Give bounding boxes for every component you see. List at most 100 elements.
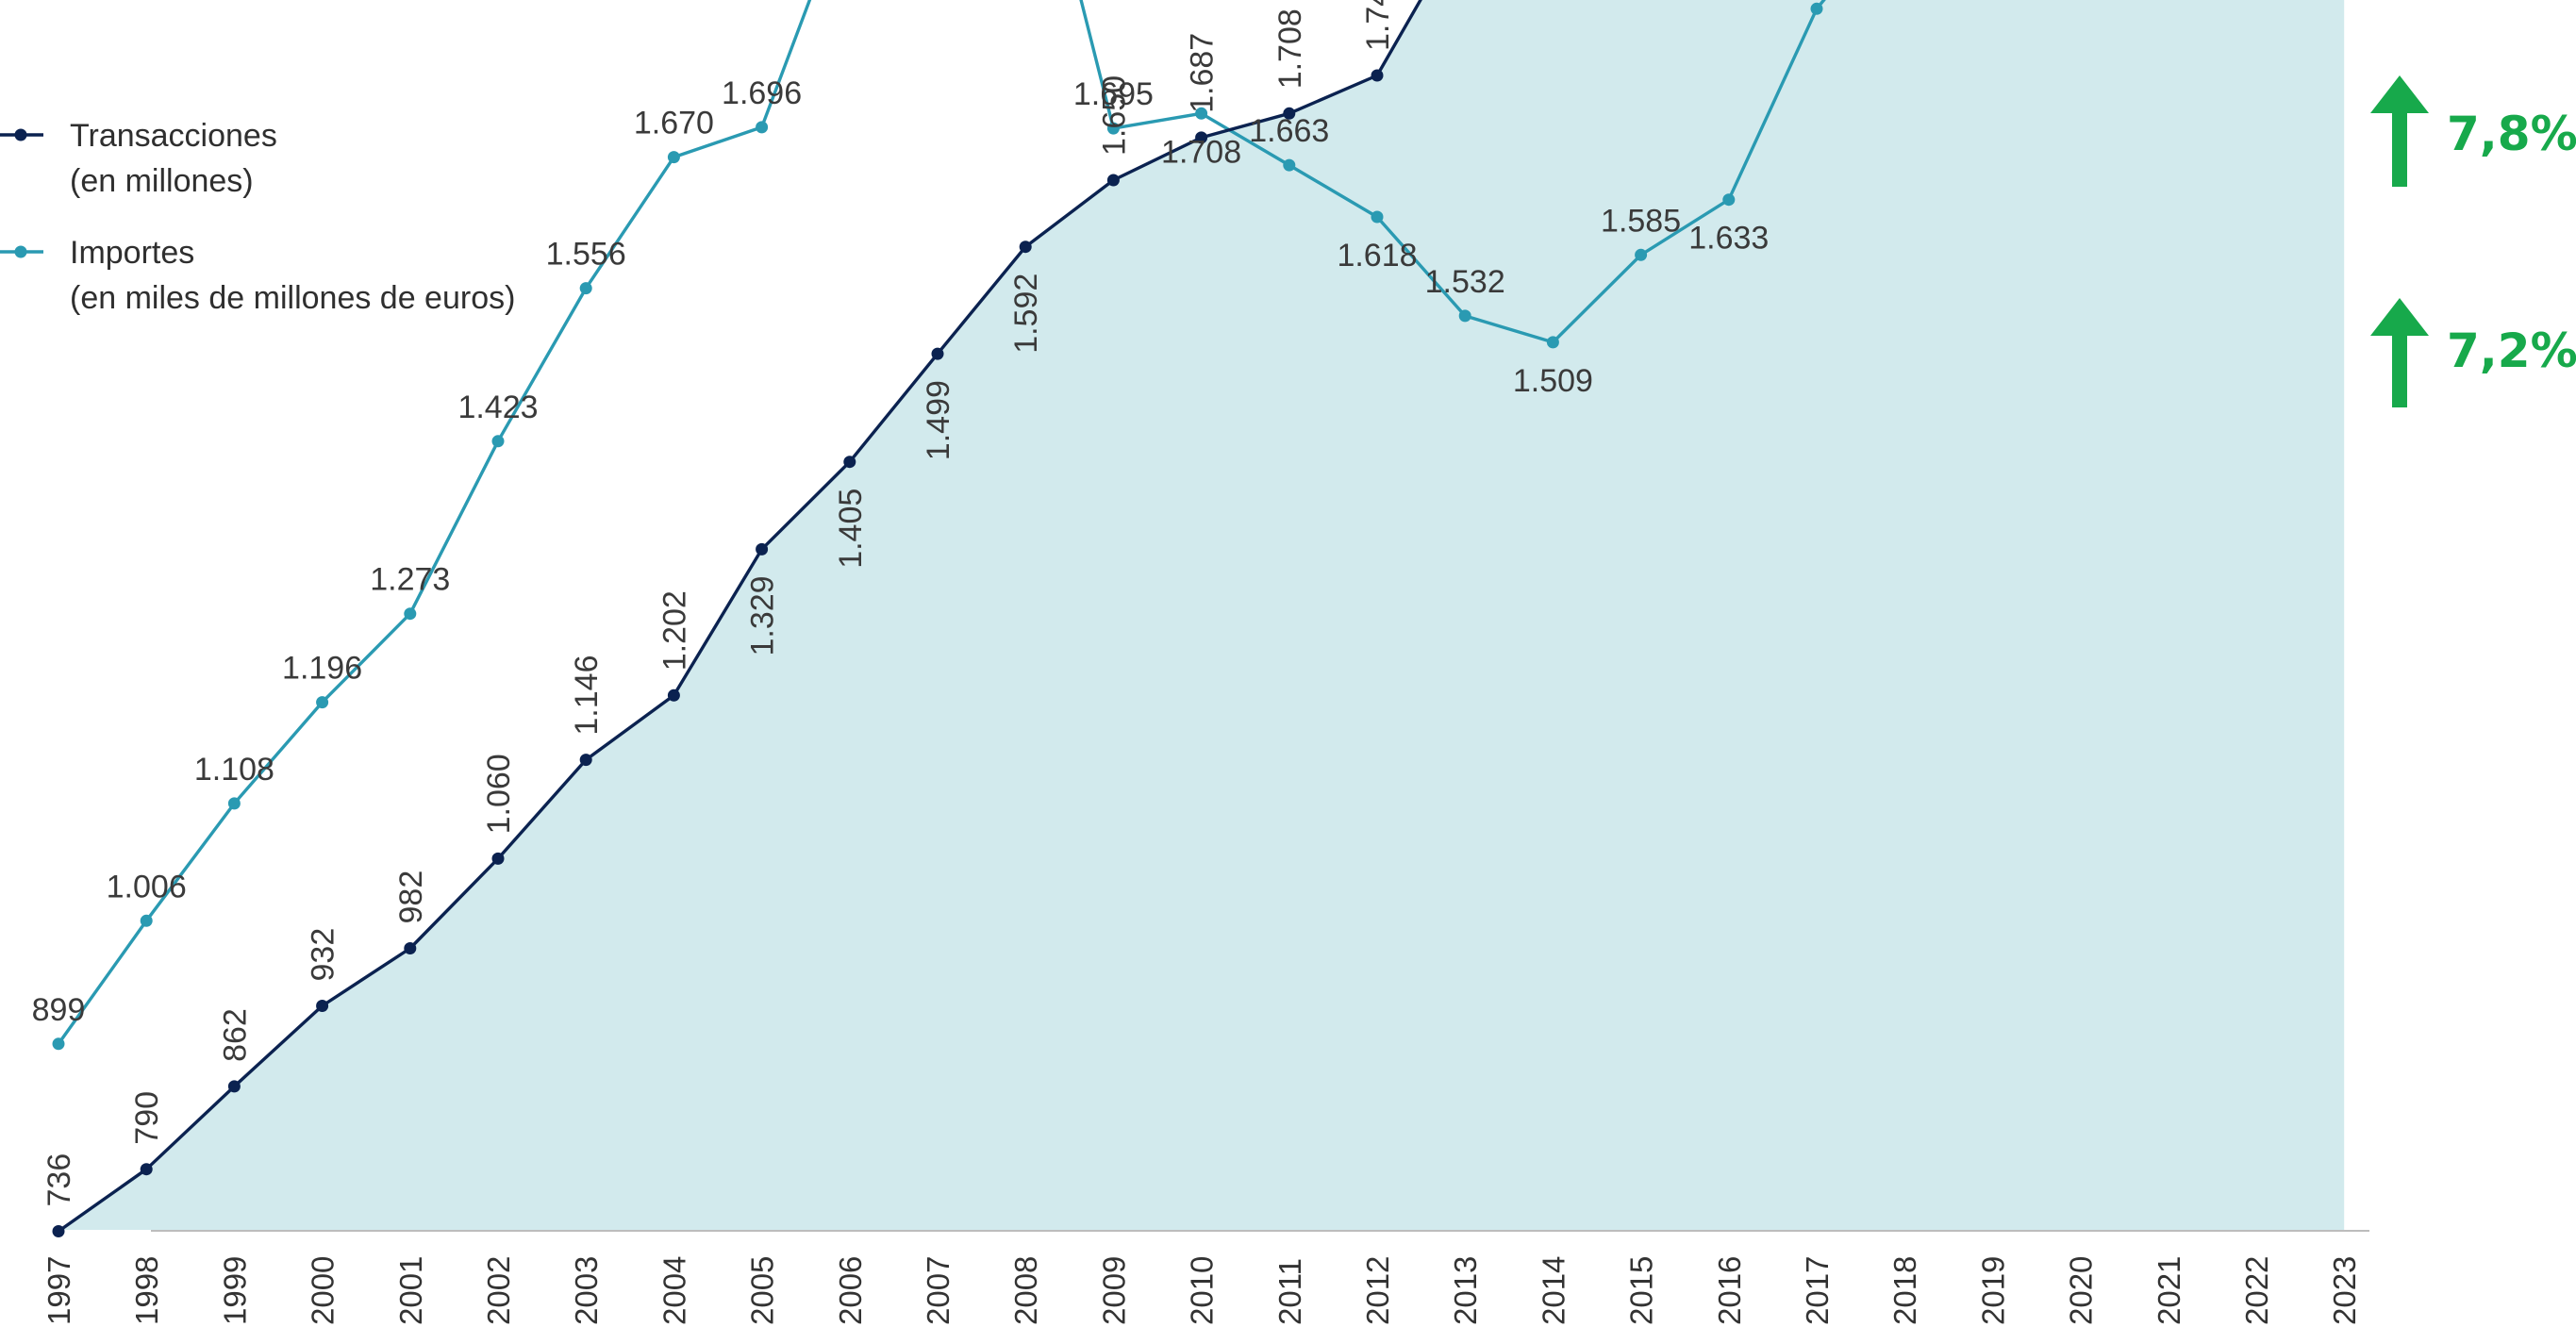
transacciones-data-label: 790: [129, 1091, 165, 1145]
area-layer: [58, 0, 2345, 1232]
importes-data-label: 1.633: [1688, 221, 1769, 257]
x-tick-label: 2010: [1185, 1256, 1220, 1325]
x-tick-label: 2018: [1887, 1256, 1922, 1325]
importes-data-label: 1.585: [1601, 203, 1681, 239]
importes-legend-label: Importes: [70, 235, 194, 271]
importes-data-label: 899: [32, 992, 86, 1028]
transacciones-point: [1195, 131, 1208, 144]
importes-data-label: 1.423: [457, 390, 538, 425]
importes-point: [1371, 210, 1384, 224]
x-axis: 1997 1998 1999 2000 2001 2002 2003 2004 2005 2006…: [42, 1230, 2369, 1325]
x-tick-label: 2015: [1624, 1256, 1659, 1325]
transacciones-legend-marker: [14, 128, 27, 141]
transacciones-point: [1371, 69, 1384, 82]
importes-point: [1106, 122, 1120, 135]
importes-data-label: 1.670: [634, 106, 714, 141]
importes-data-label: 1.663: [1249, 113, 1329, 149]
importes-point: [667, 151, 680, 164]
x-tick-label: 2020: [2064, 1256, 2099, 1325]
transacciones-point: [843, 456, 856, 469]
x-tick-label: 2021: [2152, 1256, 2186, 1325]
importes-data-label: 1.695: [1073, 76, 1154, 112]
growth-indicators: 7,8% 7,2%: [2370, 75, 2576, 407]
x-tick-label: 2004: [656, 1256, 691, 1325]
x-tick-label: 2003: [569, 1256, 604, 1325]
legend: Transacciones (en millones) Importes (en mi…: [0, 118, 515, 316]
importes-data-label: 1.108: [194, 752, 274, 788]
transacciones-data-label: 1.499: [921, 380, 956, 460]
transacciones-growth-arrow-icon: [2370, 75, 2429, 187]
transacciones-data-label: 1.741: [1360, 0, 1396, 51]
x-tick-label: 2019: [1975, 1256, 2010, 1325]
transacciones-point: [491, 852, 505, 865]
importes-legend-marker: [14, 245, 27, 258]
transacciones-data-label: 982: [393, 871, 429, 924]
x-tick-label: 2002: [481, 1256, 516, 1325]
transacciones-legend-label: Transacciones: [70, 118, 277, 154]
x-tick-label: 2012: [1360, 1256, 1395, 1325]
importes-point: [404, 607, 417, 621]
importes-legend-label: (en miles de millones de euros): [70, 280, 515, 316]
importes-point: [1458, 309, 1471, 323]
transacciones-data-label: 1.060: [481, 754, 517, 834]
x-tick-label: 2016: [1712, 1256, 1747, 1325]
transacciones-legend-label: (en millones): [70, 163, 254, 199]
importes-data-label: 1.273: [370, 562, 450, 598]
x-tick-label: 1998: [129, 1256, 164, 1325]
transacciones-point: [1019, 241, 1032, 254]
transacciones-data-label: 862: [217, 1008, 253, 1062]
x-tick-label: 2014: [1536, 1256, 1571, 1325]
importes-point: [52, 1037, 65, 1051]
importes-point: [579, 282, 592, 295]
transacciones-point: [316, 1000, 329, 1012]
importes-data-label: 1.532: [1425, 264, 1505, 300]
transacciones-area: [58, 0, 2345, 1232]
importes-point: [1722, 193, 1736, 207]
transacciones-data-label: 1.592: [1008, 274, 1044, 354]
transacciones-data-label: 1.146: [569, 655, 605, 736]
importes-point: [316, 696, 329, 709]
transacciones-data-label: 1.650: [1096, 75, 1132, 156]
transacciones-point: [140, 1163, 153, 1176]
importes-point: [227, 797, 241, 810]
x-tick-label: 2017: [1800, 1256, 1835, 1325]
transacciones-data-label: 736: [42, 1153, 77, 1207]
transacciones-data-label: 1.687: [1185, 33, 1221, 113]
importes-data-label: 1.196: [282, 651, 362, 687]
transacciones-point: [1106, 174, 1120, 187]
importes-point: [1635, 248, 1648, 261]
importes-data-label: 1.509: [1513, 363, 1593, 399]
transacciones-point: [931, 347, 944, 360]
x-tick-label: 1999: [217, 1256, 252, 1325]
importes-data-label: 1.696: [722, 75, 802, 111]
x-tick-label: 2013: [1448, 1256, 1483, 1325]
transacciones-point: [579, 754, 592, 767]
importes-point: [491, 435, 505, 448]
x-tick-label: 2005: [745, 1256, 780, 1325]
transacciones-data-label: 1.405: [833, 489, 869, 569]
transacciones-data-label: 1.329: [745, 575, 781, 655]
transacciones-data-label: 932: [306, 928, 341, 982]
x-tick-label: 2008: [1008, 1256, 1043, 1325]
transacciones-data-label: 1.708: [1272, 8, 1308, 89]
transacciones-point: [52, 1225, 65, 1237]
x-tick-label: 2009: [1096, 1256, 1131, 1325]
x-tick-label: 2022: [2239, 1256, 2274, 1325]
importes-point: [1810, 2, 1823, 15]
importes-data-label: 1.006: [107, 869, 187, 904]
x-tick-label: 1997: [42, 1256, 76, 1325]
importes-point: [140, 914, 153, 927]
x-tick-label: 2023: [2327, 1256, 2362, 1325]
transacciones-point: [1283, 107, 1296, 120]
transacciones-growth-label: 7,8%: [2447, 107, 2576, 161]
x-tick-label: 2006: [833, 1256, 868, 1325]
importes-data-label: 1.708: [1161, 134, 1241, 170]
data-points: [52, 2, 1823, 1237]
importes-point: [1546, 336, 1559, 349]
importes-point: [756, 121, 769, 134]
data-labels: 736 790 862 932 982 1.060 1.146 1.202 1.329 1.405…: [32, 0, 1770, 1207]
importes-growth-label: 7,2%: [2447, 323, 2576, 378]
x-tick-label: 2007: [921, 1256, 956, 1325]
importes-data-label: 1.556: [546, 237, 626, 273]
